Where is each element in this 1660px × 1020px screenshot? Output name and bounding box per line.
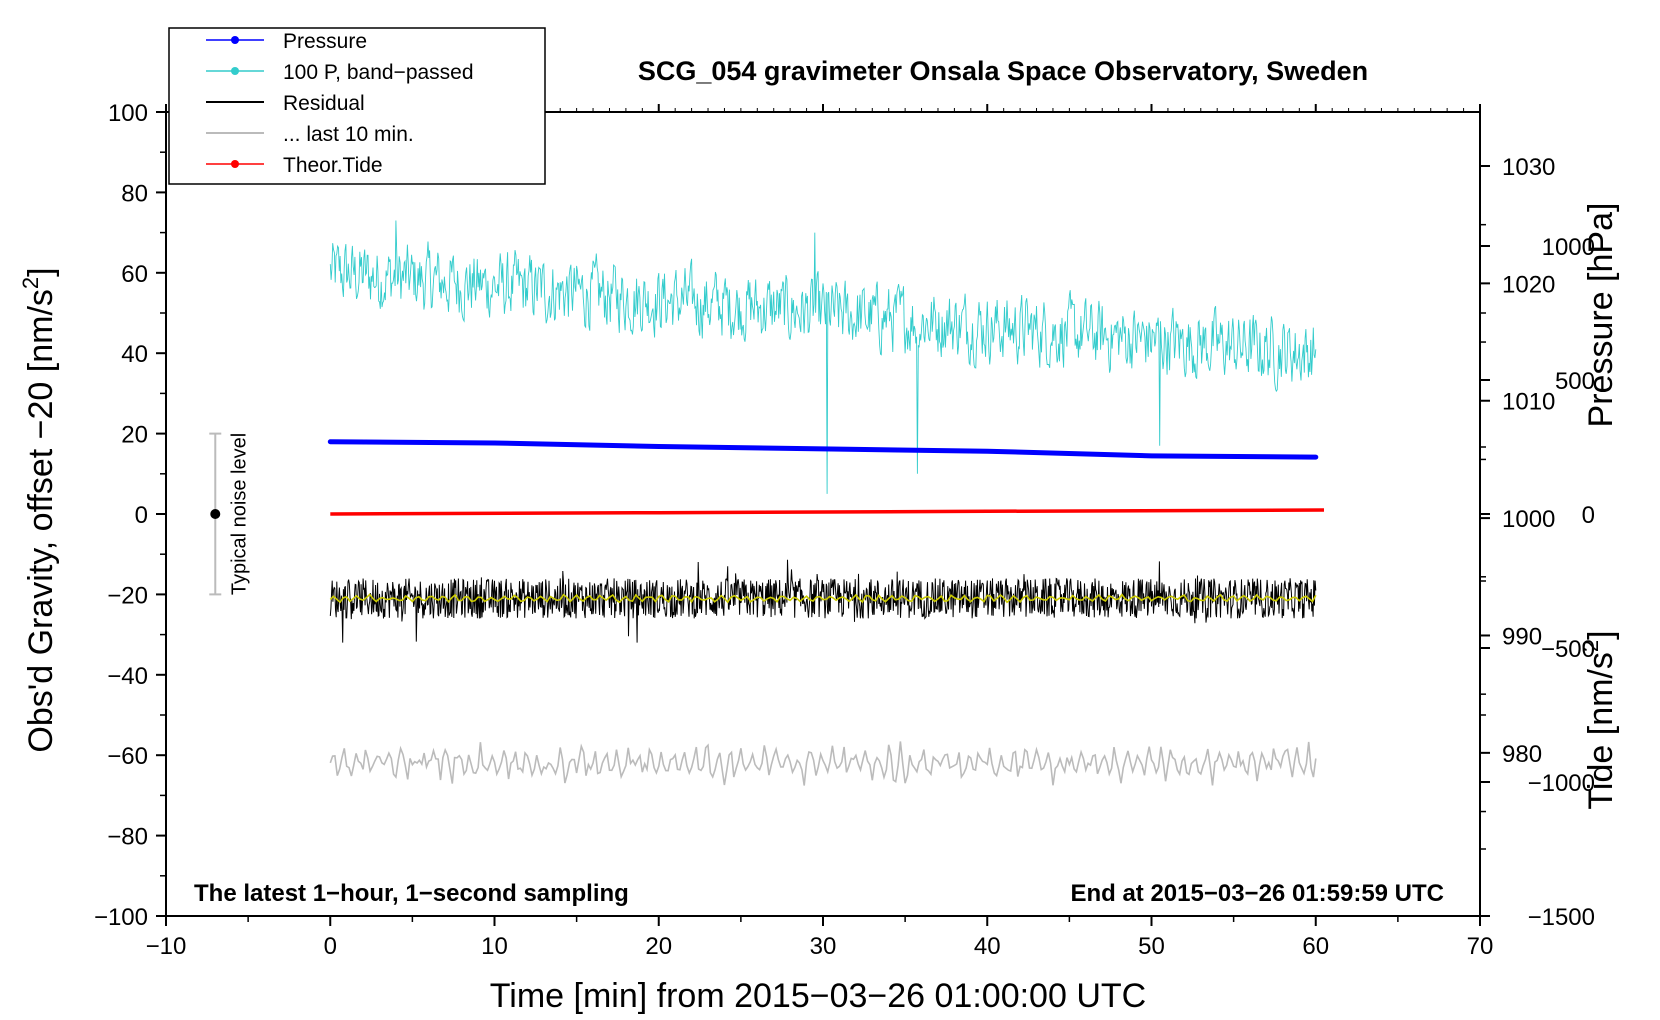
pressure-tick-label: 1010 bbox=[1502, 389, 1555, 416]
series-band-passed-pressure bbox=[329, 220, 1317, 494]
y-tick-label: −20 bbox=[107, 582, 148, 609]
data-layer bbox=[327, 220, 1325, 786]
legend-label-theor-tide: Theor.Tide bbox=[283, 154, 383, 177]
legend-marker-pressure bbox=[231, 36, 239, 44]
chart-title: SCG_054 gravimeter Onsala Space Observat… bbox=[638, 56, 1368, 86]
tide-tick-label: 500 bbox=[1555, 368, 1595, 395]
pressure-tick-label: 1000 bbox=[1502, 506, 1555, 533]
series-theor-tide bbox=[330, 508, 1325, 516]
axes-layer: −10 0 10 20 30 40 50 60 70−100−80−60−40−20020406… bbox=[94, 100, 1595, 960]
noise-bar: Typical noise level bbox=[209, 432, 250, 596]
legend-box bbox=[168, 27, 546, 185]
y-tick-label: 80 bbox=[121, 180, 148, 207]
annotation-right: End at 2015−03−26 01:59:59 UTC bbox=[1070, 880, 1444, 907]
y-tick-label: 60 bbox=[121, 261, 148, 288]
series-residual bbox=[329, 559, 1317, 643]
tide-tick-label: 1000 bbox=[1542, 234, 1595, 261]
legend-entry-last-10-min: ... last 10 min. bbox=[206, 123, 414, 146]
tide-tick-label: −500 bbox=[1541, 636, 1595, 663]
y-axis-title-pressure: Pressure [hPa] bbox=[1582, 203, 1620, 428]
series-residual-smoothed bbox=[329, 593, 1317, 604]
x-tick-label: 50 bbox=[1138, 933, 1165, 960]
noise-level-label: Typical noise level bbox=[228, 433, 250, 595]
legend-label-residual: Residual bbox=[283, 92, 365, 115]
x-tick-label: 0 bbox=[324, 933, 337, 960]
x-tick-label: 20 bbox=[645, 933, 672, 960]
tide-tick-label: −1500 bbox=[1528, 904, 1595, 931]
legend-label-pressure: Pressure bbox=[283, 30, 367, 53]
y-axis-title-left: Obs'd Gravity, offset −20 [nm/s2] bbox=[18, 267, 60, 752]
legend-entry-theor-tide: Theor.Tide bbox=[206, 154, 383, 177]
x-tick-label: 10 bbox=[481, 933, 508, 960]
legend-marker-theor-tide bbox=[231, 160, 239, 168]
y-tick-label: 0 bbox=[135, 502, 148, 529]
annotation-left: The latest 1−hour, 1−second sampling bbox=[194, 880, 629, 907]
legend-entry-band-passed: 100 P, band−passed bbox=[206, 61, 474, 84]
y-tick-label: 20 bbox=[121, 422, 148, 449]
legend-entry-pressure: Pressure bbox=[206, 30, 367, 53]
y-tick-label: 40 bbox=[121, 341, 148, 368]
x-tick-label: 40 bbox=[974, 933, 1001, 960]
legend-label-last-10-min: ... last 10 min. bbox=[283, 123, 414, 146]
y-tick-label: 100 bbox=[108, 100, 148, 127]
legend-label-band-passed: 100 P, band−passed bbox=[283, 61, 474, 84]
y-axis-title-tide: Tide [nm/s2] bbox=[1578, 630, 1620, 809]
noise-bar-center-dot bbox=[210, 509, 221, 519]
x-tick-label: 60 bbox=[1302, 933, 1329, 960]
series-last-10-min bbox=[329, 741, 1317, 786]
x-tick-label: 30 bbox=[810, 933, 837, 960]
x-tick-label: 70 bbox=[1467, 933, 1494, 960]
legend-entry-residual: Residual bbox=[206, 92, 365, 115]
x-axis-title: Time [min] from 2015−03−26 01:00:00 UTC bbox=[490, 977, 1146, 1015]
pressure-tick-label: 990 bbox=[1502, 623, 1542, 650]
y-tick-label: −100 bbox=[94, 904, 148, 931]
x-tick-label: −10 bbox=[146, 933, 187, 960]
pressure-tick-label: 1020 bbox=[1502, 271, 1555, 298]
pressure-tick-label: 1030 bbox=[1502, 154, 1555, 181]
legend: Pressure 100 P, band−passed Residual ...… bbox=[168, 27, 546, 185]
y-tick-label: −60 bbox=[107, 743, 148, 770]
series-pressure bbox=[327, 439, 1319, 460]
pressure-tick-label: 980 bbox=[1502, 741, 1542, 768]
legend-marker-band-passed bbox=[231, 67, 239, 75]
y-tick-label: −80 bbox=[107, 824, 148, 851]
tide-tick-label: −1000 bbox=[1528, 770, 1595, 797]
y-tick-label: −40 bbox=[107, 663, 148, 690]
tide-tick-label: 0 bbox=[1582, 502, 1595, 529]
